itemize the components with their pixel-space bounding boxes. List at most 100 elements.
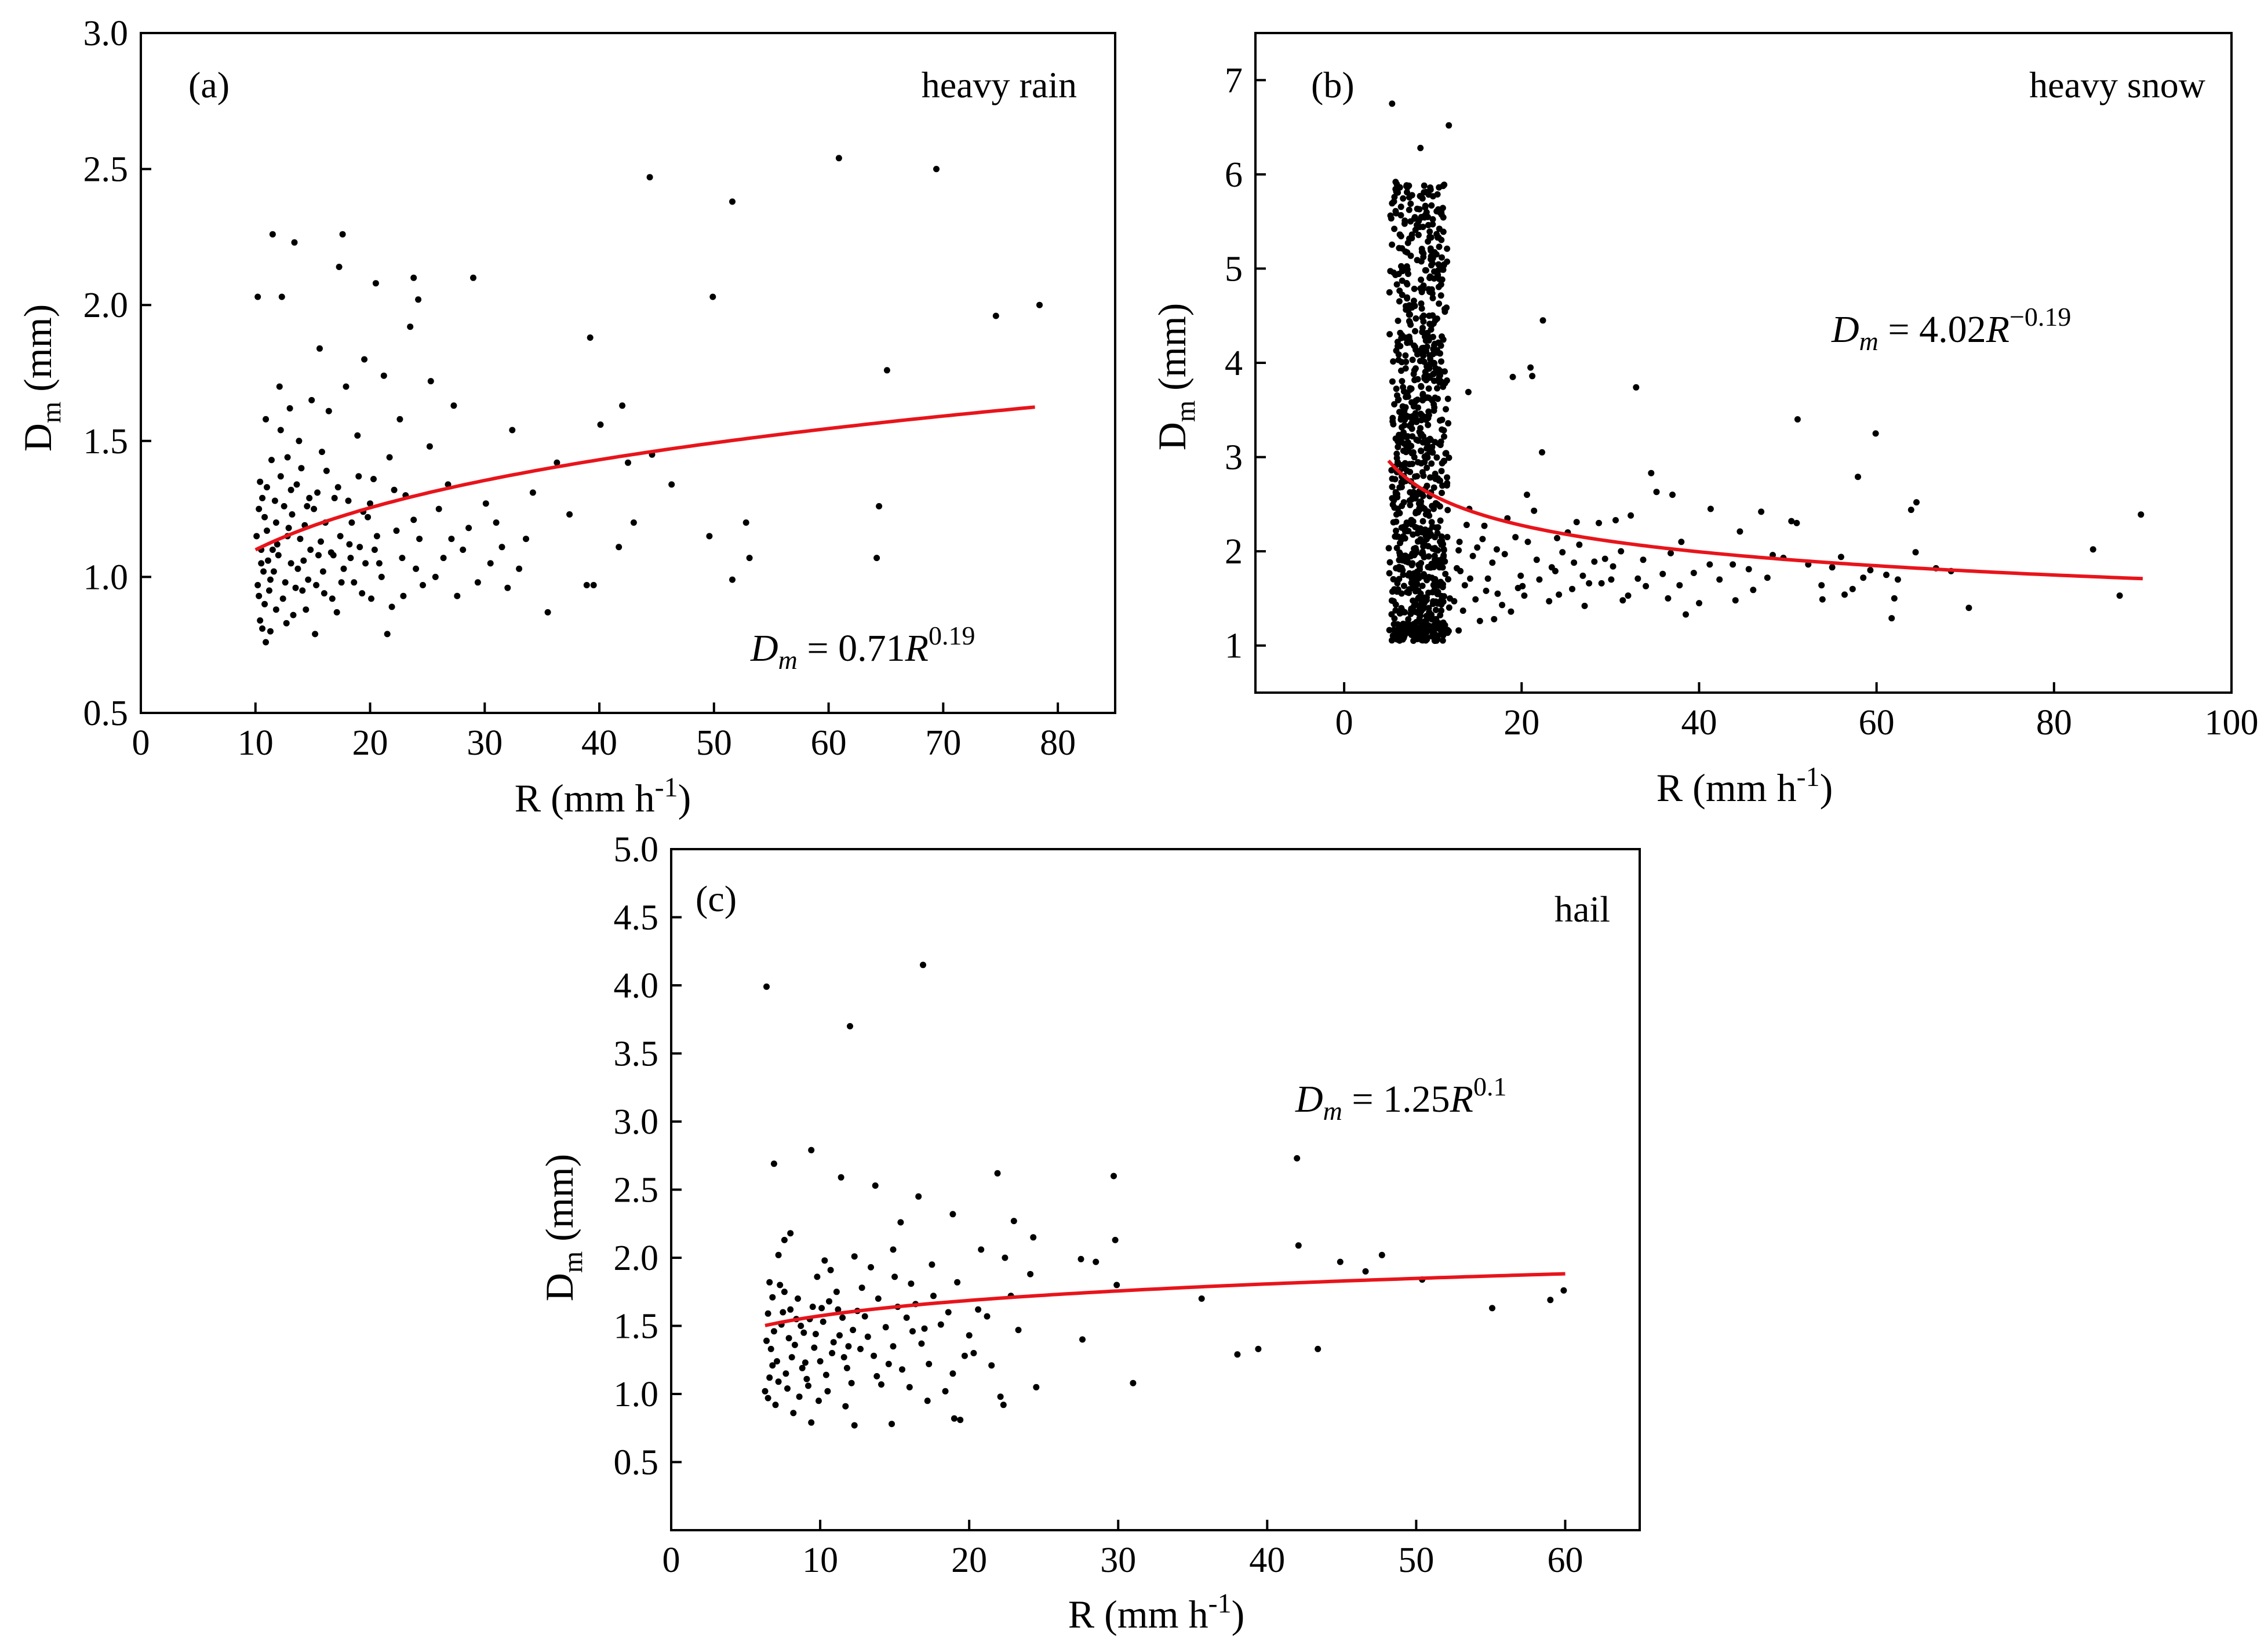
data-point [838, 1174, 844, 1181]
data-point [318, 538, 324, 545]
data-point [1412, 227, 1419, 234]
data-point [1422, 267, 1429, 274]
data-point [1439, 333, 1445, 340]
data-point [1417, 144, 1424, 151]
data-point [333, 609, 340, 616]
data-point [1425, 421, 1432, 428]
data-point [1396, 287, 1403, 294]
data-point [415, 296, 422, 303]
data-point [1112, 1236, 1119, 1243]
data-point [857, 1345, 864, 1352]
data-point [299, 587, 306, 594]
data-point [1431, 342, 1437, 349]
data-point [1432, 394, 1439, 401]
data-point [1440, 619, 1447, 626]
data-point [1586, 580, 1593, 587]
data-point [346, 541, 353, 548]
data-point [1819, 596, 1826, 603]
data-point [1401, 527, 1408, 534]
data-point [1437, 342, 1444, 349]
data-point [791, 1341, 798, 1348]
data-point [1111, 1173, 1117, 1180]
data-point [1431, 404, 1438, 411]
data-point [1716, 576, 1723, 583]
data-point [1393, 511, 1400, 518]
data-point [1668, 549, 1674, 556]
data-point [1419, 518, 1426, 525]
data-point [1386, 570, 1393, 577]
data-point [1678, 538, 1685, 545]
data-point [890, 1343, 897, 1350]
data-point [1389, 501, 1396, 508]
data-point [1418, 412, 1425, 418]
data-point [1912, 549, 1919, 556]
data-point [1393, 181, 1400, 188]
data-point [868, 1264, 874, 1271]
data-point [1401, 217, 1408, 224]
data-point [1388, 611, 1395, 618]
data-point [1515, 585, 1521, 591]
data-point [1427, 355, 1434, 362]
data-point [1391, 401, 1398, 407]
x-tick-label: 100 [2205, 703, 2259, 742]
data-point [287, 486, 294, 493]
data-point [1407, 501, 1414, 508]
y-axis-title-c: Dm (mm) [537, 1154, 588, 1302]
data-point [264, 484, 270, 491]
data-point [1445, 628, 1452, 635]
data-point [1883, 571, 1890, 578]
data-point [1420, 543, 1427, 550]
data-point [1407, 201, 1414, 207]
data-point [2138, 511, 2145, 518]
data-point [336, 264, 343, 270]
data-point [504, 584, 511, 591]
data-point [1750, 587, 1757, 594]
data-point [1440, 266, 1447, 273]
x-tick-label: 10 [238, 723, 274, 763]
data-point [1435, 547, 1441, 554]
data-point [885, 1360, 892, 1367]
data-point [1433, 616, 1440, 623]
data-point [1413, 549, 1419, 556]
data-point [278, 293, 285, 300]
data-point [1421, 358, 1428, 365]
eq-exp: 0.19 [929, 621, 975, 650]
data-point [1414, 530, 1421, 537]
data-point [1422, 337, 1429, 344]
data-point [274, 541, 281, 548]
data-point [554, 459, 560, 466]
data-point [1446, 122, 1452, 129]
data-point [1432, 317, 1439, 324]
data-point [1295, 1242, 1302, 1249]
data-point [811, 1344, 818, 1351]
data-point [1436, 225, 1443, 232]
data-point [362, 560, 369, 567]
data-point [1442, 570, 1449, 577]
data-point [847, 1023, 853, 1029]
data-point [949, 1211, 956, 1218]
data-point [1872, 430, 1879, 437]
data-point [1440, 383, 1447, 390]
y-tick-label: 6 [1225, 155, 1243, 195]
data-point [1000, 1402, 1007, 1408]
data-point [1437, 292, 1444, 299]
data-point [1818, 582, 1825, 589]
data-point [303, 606, 310, 613]
data-point [1401, 609, 1408, 616]
data-point [1430, 505, 1437, 512]
y-tick-label: 1.0 [614, 1375, 659, 1414]
data-point [1417, 590, 1424, 597]
data-point [1421, 554, 1428, 560]
plot-frame-c [670, 848, 1641, 1531]
data-point [1432, 558, 1439, 565]
data-point [287, 560, 294, 567]
x-tick-label: 60 [1547, 1541, 1583, 1580]
data-point [298, 465, 305, 472]
data-point [1867, 567, 1874, 574]
data-point [356, 544, 363, 551]
data-point [1444, 395, 1451, 402]
data-point [1394, 588, 1400, 595]
data-point [814, 1273, 821, 1280]
data-point [1425, 563, 1432, 570]
data-point [1481, 522, 1488, 529]
